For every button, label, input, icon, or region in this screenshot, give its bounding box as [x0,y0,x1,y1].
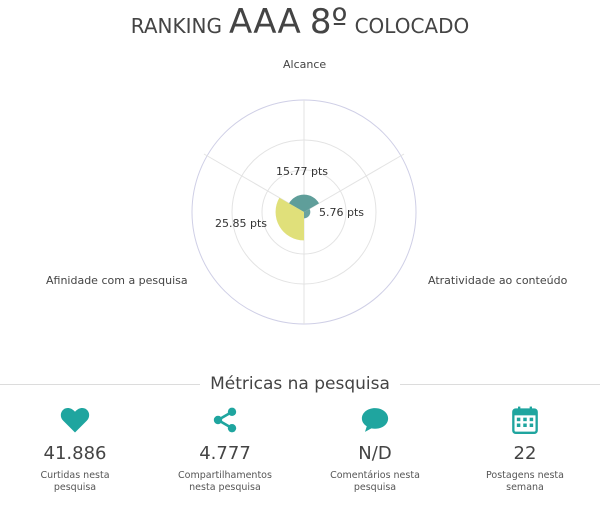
comment-icon [300,405,450,435]
slice-atratividade [304,208,311,219]
metric-posts: 22 Postagens nesta semana [450,405,600,494]
ranking-title: RANKING AAA 8º COLOCADO [0,2,600,42]
value-label-afinidade: 25.85 pts [215,217,267,230]
metric-shares: 4.777 Compartilhamentos nesta pesquisa [150,405,300,494]
shares-value: 4.777 [199,443,251,464]
divider-right [400,384,600,385]
value-label-atratividade: 5.76 pts [319,206,364,219]
axis-label-atratividade: Atratividade ao conteúdo [428,274,568,287]
share-icon [150,405,300,435]
likes-value: 41.886 [43,443,107,464]
radar-axis-left [203,153,305,213]
calendar-icon [450,405,600,435]
metrics-title-text: Métricas na pesquisa [202,374,398,394]
axis-label-afinidade: Afinidade com a pesquisa [46,274,188,287]
heart-icon [0,405,150,435]
metric-likes: 41.886 Curtidas nesta pesquisa [0,405,150,494]
ranking-prefix: RANKING [130,14,222,38]
comments-value: N/D [358,443,392,464]
metrics-row: 41.886 Curtidas nesta pesquisa 4.777 Com… [0,405,600,505]
metrics-title: Métricas na pesquisa [0,374,600,394]
comments-label: Comentários nesta pesquisa [330,470,420,493]
posts-label: Postagens nesta semana [486,470,564,493]
radar-chart: 15.77 pts 5.76 pts 25.85 pts Alcance Atr… [46,58,568,325]
radar-svg: 15.77 pts 5.76 pts 25.85 pts [191,99,417,325]
likes-label: Curtidas nesta pesquisa [40,470,110,493]
axis-label-alcance: Alcance [283,58,327,71]
slice-afinidade [275,197,304,241]
radar-axis-right [303,153,405,213]
posts-value: 22 [513,443,537,464]
ranking-name: AAA [229,2,301,42]
ranking-position: 8º [309,2,348,42]
ranking-suffix: COLOCADO [354,14,470,38]
shares-label: Compartilhamentos nesta pesquisa [178,470,272,493]
value-label-alcance: 15.77 pts [276,165,328,178]
radar-slices [275,194,320,241]
divider-left [0,384,200,385]
metric-comments: N/D Comentários nesta pesquisa [300,405,450,494]
